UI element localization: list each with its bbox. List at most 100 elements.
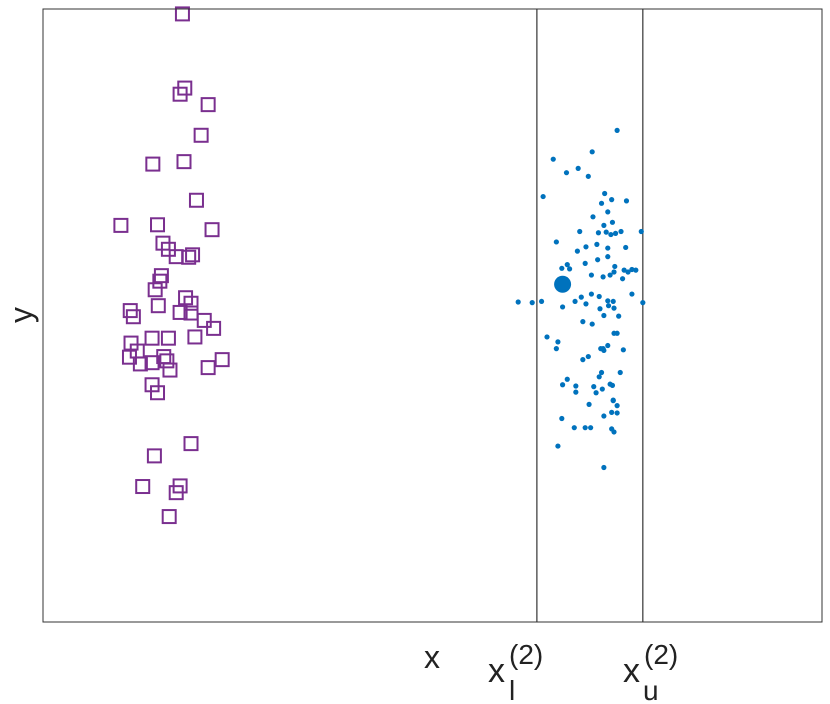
dot-marker bbox=[609, 219, 616, 225]
tick-lower-sub: l bbox=[509, 675, 515, 704]
dot-marker bbox=[588, 425, 594, 431]
dot-marker bbox=[580, 319, 586, 325]
dot-marker bbox=[629, 291, 635, 297]
dot-marker bbox=[605, 254, 611, 260]
square-marker bbox=[168, 485, 184, 501]
square-marker bbox=[132, 356, 148, 372]
square-marker bbox=[145, 156, 161, 172]
dot-marker bbox=[610, 298, 616, 305]
square-marker bbox=[135, 479, 151, 495]
tick-label-upper: x u (2) bbox=[623, 639, 678, 704]
dot-marker bbox=[605, 303, 612, 309]
square-marker bbox=[161, 509, 177, 525]
tick-upper-sub: u bbox=[643, 675, 659, 704]
dot-marker bbox=[583, 301, 589, 307]
dot-marker bbox=[614, 127, 620, 133]
plot-area bbox=[536, 9, 644, 622]
dot-marker bbox=[614, 403, 620, 409]
square-marker bbox=[185, 247, 201, 263]
dot-marker bbox=[618, 228, 624, 235]
dot-marker bbox=[609, 409, 615, 415]
dot-marker bbox=[611, 305, 617, 311]
dot-marker bbox=[611, 269, 617, 275]
dot-marker bbox=[612, 230, 619, 236]
square-marker bbox=[146, 448, 162, 464]
dot-marker bbox=[588, 272, 595, 278]
dot-marker bbox=[598, 200, 605, 206]
square-marker bbox=[176, 154, 192, 170]
dot-marker bbox=[574, 248, 580, 254]
square-marker bbox=[159, 353, 175, 369]
dot-marker bbox=[638, 228, 644, 235]
dot-marker bbox=[577, 228, 583, 235]
dot-marker bbox=[573, 389, 579, 395]
dot-marker bbox=[620, 347, 626, 353]
square-marker bbox=[204, 222, 220, 238]
dot-marker bbox=[601, 222, 607, 228]
dot-marker bbox=[582, 260, 588, 266]
square-marker bbox=[196, 312, 212, 328]
dot-marker bbox=[597, 306, 603, 312]
dot-marker bbox=[585, 353, 591, 360]
square-marker bbox=[200, 360, 216, 376]
dot-marker bbox=[607, 381, 613, 387]
tick-lower-sup: (2) bbox=[509, 639, 543, 670]
dot-marker bbox=[586, 401, 592, 407]
dot-marker bbox=[559, 304, 566, 310]
dot-marker bbox=[605, 209, 611, 215]
dot-marker bbox=[582, 425, 588, 431]
dot-marker bbox=[605, 342, 611, 349]
dot-marker bbox=[595, 257, 601, 263]
dot-marker bbox=[633, 267, 639, 273]
square-marker bbox=[160, 330, 176, 346]
square-marker bbox=[206, 320, 222, 336]
dot-marker bbox=[573, 383, 579, 389]
square-marker bbox=[214, 352, 230, 368]
dot-marker bbox=[578, 294, 584, 300]
x-axis-label: x bbox=[424, 639, 440, 675]
square-marker bbox=[172, 86, 188, 102]
square-marker bbox=[150, 217, 166, 233]
dot-marker bbox=[580, 357, 586, 363]
square-marker bbox=[188, 192, 204, 208]
data-points bbox=[113, 6, 646, 525]
dot-marker bbox=[550, 156, 556, 162]
dot-marker bbox=[623, 198, 630, 204]
square-marker bbox=[183, 295, 199, 311]
square-marker bbox=[125, 309, 141, 325]
dot-marker bbox=[572, 298, 578, 305]
dot-marker bbox=[564, 262, 570, 268]
y-axis-label: y bbox=[3, 307, 39, 323]
square-marker bbox=[162, 362, 178, 378]
dot-marker bbox=[553, 346, 559, 352]
dot-marker bbox=[589, 149, 595, 155]
square-marker bbox=[147, 282, 163, 298]
square-marker bbox=[168, 249, 184, 265]
dot-marker bbox=[585, 173, 591, 179]
dot-marker bbox=[616, 313, 622, 319]
square-marker bbox=[172, 304, 188, 320]
dot-marker bbox=[559, 265, 565, 271]
dot-marker bbox=[589, 321, 595, 327]
dot-marker bbox=[601, 413, 607, 419]
dot-marker bbox=[571, 425, 577, 431]
dot-marker bbox=[617, 369, 623, 376]
dot-marker bbox=[567, 266, 573, 272]
dot-marker bbox=[596, 293, 602, 300]
dot-marker bbox=[540, 193, 546, 200]
square-marker bbox=[183, 305, 199, 321]
dot-marker bbox=[553, 239, 559, 245]
dot-marker bbox=[564, 376, 570, 382]
dot-marker bbox=[611, 429, 617, 435]
dot-marker bbox=[515, 299, 521, 305]
dot-marker bbox=[625, 269, 631, 275]
dot-marker bbox=[603, 229, 609, 235]
dot-marker bbox=[590, 214, 596, 220]
dot-marker bbox=[611, 330, 617, 336]
dot-marker bbox=[601, 312, 607, 319]
dot-marker bbox=[575, 165, 581, 171]
dot-marker bbox=[588, 291, 595, 297]
dot-marker bbox=[609, 197, 615, 203]
square-marker bbox=[200, 97, 216, 113]
dot-marker bbox=[594, 241, 600, 247]
